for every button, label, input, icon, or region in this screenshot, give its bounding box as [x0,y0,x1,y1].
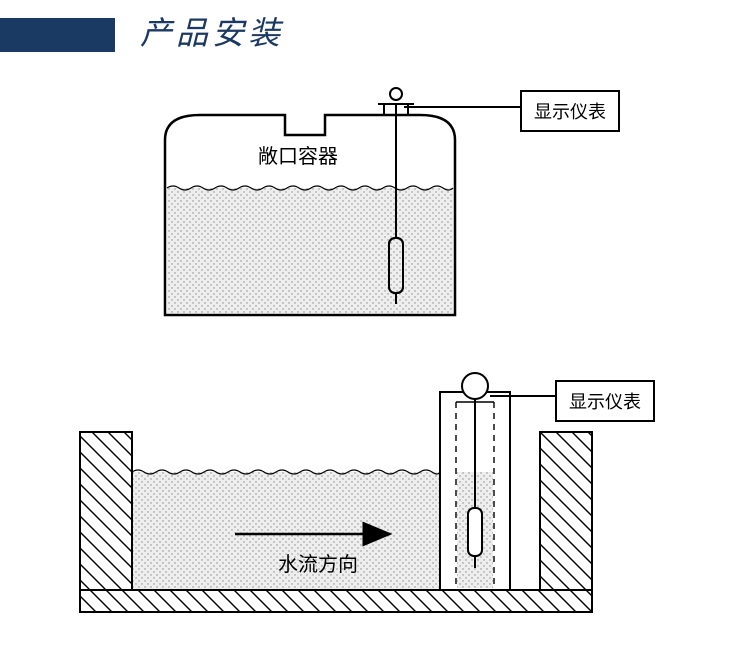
wall-right [540,432,592,612]
diagram-area: 敞口容器 显示仪表 [0,80,750,645]
liquid-fill-top [167,188,453,313]
flow-direction-label: 水流方向 [278,548,358,577]
display-label-top: 显示仪表 [520,90,620,132]
wall-floor [80,590,592,612]
page-title: 产品安装 [140,8,284,54]
display-label-bottom: 显示仪表 [555,380,655,422]
diagram-open-container [0,80,750,340]
wall-left [80,432,132,612]
header-accent-bar [0,18,115,52]
container-label: 敞口容器 [258,140,338,169]
